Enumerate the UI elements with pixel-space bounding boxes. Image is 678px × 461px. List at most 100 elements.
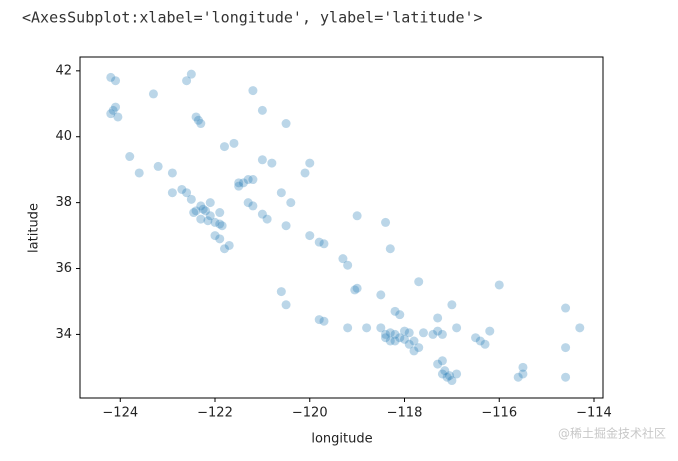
point (433, 326, 443, 336)
point (257, 209, 267, 219)
point (215, 219, 225, 229)
point (186, 69, 196, 79)
point (106, 109, 116, 119)
point (153, 161, 163, 171)
point (106, 72, 116, 82)
point (437, 329, 447, 339)
point (561, 372, 571, 382)
point (445, 371, 455, 381)
point (518, 369, 528, 379)
point (205, 211, 215, 221)
point (248, 86, 258, 96)
point (229, 138, 239, 148)
point (198, 204, 208, 214)
point (513, 372, 523, 382)
point (395, 333, 405, 343)
point (248, 201, 258, 211)
point (485, 326, 495, 336)
point (281, 300, 291, 310)
point (234, 181, 244, 191)
point (414, 343, 424, 353)
x-tick-label: −120 (292, 406, 328, 421)
point (494, 280, 504, 290)
point (125, 151, 135, 161)
point (376, 323, 386, 333)
point (352, 283, 362, 293)
point (281, 119, 291, 129)
point (276, 188, 286, 198)
point (305, 231, 315, 241)
point (314, 315, 324, 325)
x-tick-label: −118 (387, 406, 423, 421)
point (224, 240, 234, 250)
point (210, 231, 220, 241)
point (314, 237, 324, 247)
point (257, 105, 267, 115)
point (215, 208, 225, 218)
y-tick-label: 40 (55, 129, 72, 144)
point (196, 119, 206, 129)
point (561, 343, 571, 353)
point (234, 178, 244, 188)
x-tick-label: −124 (102, 406, 138, 421)
point (471, 333, 481, 343)
x-axis-label: longitude (311, 432, 372, 447)
point (338, 254, 348, 264)
x-tick-label: −122 (197, 406, 233, 421)
point (350, 285, 360, 295)
point (217, 221, 227, 231)
point (257, 155, 267, 165)
point (281, 221, 291, 231)
point (267, 158, 277, 168)
point (381, 217, 391, 227)
point (437, 369, 447, 379)
point (238, 178, 248, 188)
point (319, 239, 329, 249)
point (433, 313, 443, 323)
point (196, 214, 206, 224)
point (305, 158, 315, 168)
point (203, 216, 213, 226)
point (108, 105, 118, 115)
point (343, 323, 353, 333)
point (400, 326, 410, 336)
point (177, 184, 187, 194)
point (167, 188, 177, 198)
point (400, 334, 410, 344)
point (300, 168, 310, 178)
point (409, 336, 419, 346)
point (186, 194, 196, 204)
point (437, 356, 447, 366)
point (201, 206, 211, 216)
point (248, 175, 258, 185)
point (243, 175, 253, 185)
point (191, 206, 201, 216)
point (409, 346, 419, 356)
point (196, 201, 206, 211)
point (428, 329, 438, 339)
point (111, 102, 121, 112)
point (219, 142, 229, 152)
point (189, 208, 199, 218)
point (376, 290, 386, 300)
point (404, 339, 414, 349)
y-tick-label: 38 (55, 195, 72, 210)
point (219, 244, 229, 254)
output-text: <AxesSubplot:xlabel='longitude', ylabel=… (22, 9, 483, 27)
point (447, 300, 457, 310)
point (319, 316, 329, 326)
point (167, 168, 177, 178)
point (286, 198, 296, 208)
point (518, 362, 528, 372)
point (191, 112, 201, 122)
point (362, 323, 372, 333)
point (452, 369, 462, 379)
x-tick-label: −114 (576, 406, 612, 421)
point (385, 336, 395, 346)
point (205, 198, 215, 208)
point (440, 366, 450, 376)
y-tick-label: 36 (55, 261, 72, 276)
point (210, 217, 220, 227)
point (148, 89, 158, 99)
